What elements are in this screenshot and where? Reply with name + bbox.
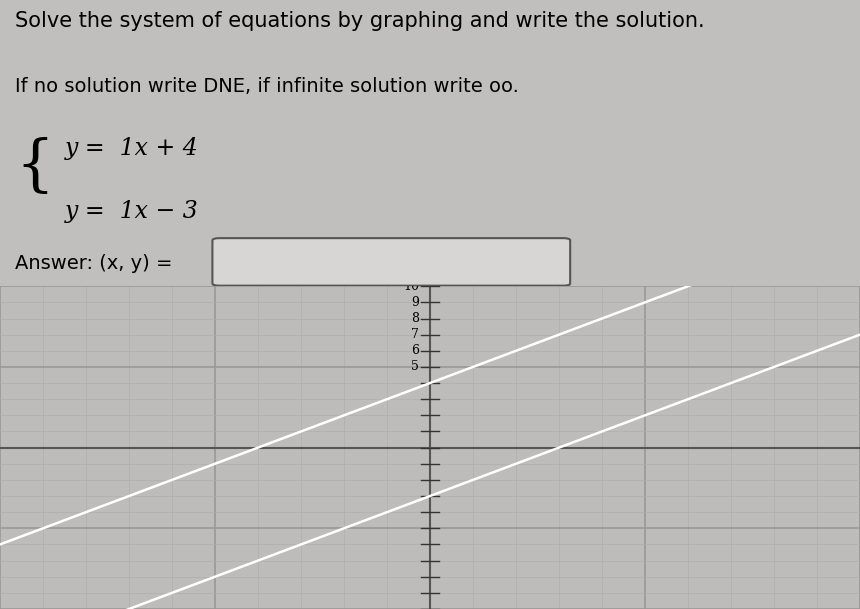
Text: 7: 7 bbox=[411, 328, 420, 341]
Text: Answer: (x, y) =: Answer: (x, y) = bbox=[15, 254, 173, 273]
Text: y =  1x − 3: y = 1x − 3 bbox=[64, 200, 199, 224]
Text: {: { bbox=[15, 138, 54, 197]
Text: 6: 6 bbox=[411, 344, 420, 357]
Text: 5: 5 bbox=[411, 361, 420, 373]
Text: Solve the system of equations by graphing and write the solution.: Solve the system of equations by graphin… bbox=[15, 12, 705, 32]
FancyBboxPatch shape bbox=[212, 238, 570, 286]
Text: 9: 9 bbox=[411, 296, 420, 309]
Text: y =  1x + 4: y = 1x + 4 bbox=[64, 138, 199, 160]
Text: If no solution write DNE, if infinite solution write oo.: If no solution write DNE, if infinite so… bbox=[15, 77, 519, 96]
Text: 8: 8 bbox=[411, 312, 420, 325]
Text: 10: 10 bbox=[403, 280, 420, 293]
